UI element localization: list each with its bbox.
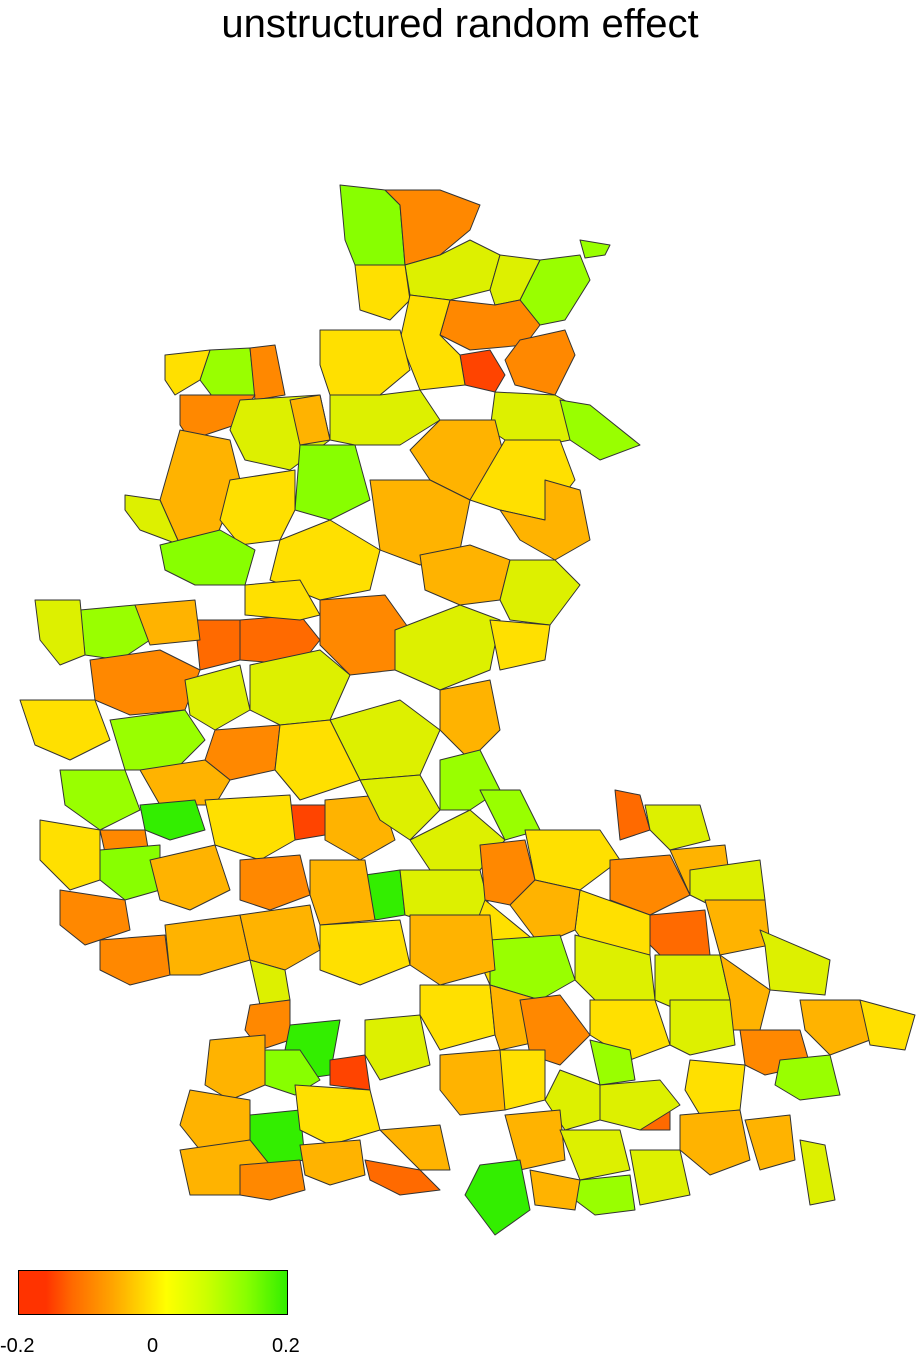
district — [244, 579, 321, 621]
legend-tick-min: -0.2 — [0, 1335, 35, 1357]
color-scale-bar — [18, 1270, 288, 1315]
district — [309, 859, 376, 926]
district — [464, 1159, 531, 1236]
district — [559, 1129, 631, 1181]
district — [99, 844, 161, 901]
district — [364, 1159, 441, 1196]
map-title: unstructured random effect — [221, 2, 699, 46]
district — [504, 1109, 566, 1171]
district — [499, 559, 581, 626]
district — [319, 919, 411, 986]
district — [614, 789, 651, 841]
district — [329, 1054, 371, 1091]
district — [34, 599, 86, 666]
district — [19, 699, 111, 761]
district — [759, 929, 831, 996]
district — [579, 239, 611, 259]
district — [89, 649, 201, 716]
legend-tick-mid: 0 — [147, 1335, 159, 1357]
district — [499, 479, 591, 561]
district — [294, 444, 371, 521]
district — [439, 299, 541, 351]
district — [329, 389, 441, 446]
district — [99, 934, 171, 986]
district — [409, 914, 496, 986]
district — [489, 619, 551, 671]
district — [319, 329, 411, 396]
district — [134, 599, 201, 646]
district — [379, 1124, 451, 1171]
district — [859, 999, 916, 1051]
district — [354, 264, 411, 321]
districts — [19, 184, 916, 1236]
district — [679, 1109, 751, 1176]
district — [394, 604, 501, 691]
district — [164, 349, 211, 396]
district — [559, 399, 641, 461]
district — [644, 804, 711, 851]
district — [609, 854, 691, 916]
district — [629, 1149, 691, 1206]
district — [109, 709, 206, 771]
district — [204, 794, 296, 861]
district — [39, 819, 101, 891]
district — [249, 344, 286, 401]
district — [359, 774, 441, 841]
district — [124, 494, 181, 546]
district — [419, 544, 511, 606]
district — [239, 854, 311, 911]
district — [684, 1059, 746, 1116]
district — [589, 1039, 636, 1086]
district — [59, 889, 131, 946]
district — [139, 799, 206, 841]
district — [239, 1159, 306, 1201]
district — [239, 904, 321, 971]
district — [364, 1014, 431, 1081]
district — [184, 664, 251, 731]
district — [529, 1169, 581, 1211]
district — [139, 759, 231, 806]
legend-tick-max: 0.2 — [272, 1335, 300, 1357]
district — [574, 1174, 636, 1216]
district — [289, 804, 326, 841]
district — [524, 829, 621, 891]
district — [439, 679, 501, 761]
district — [219, 469, 296, 546]
district — [384, 189, 481, 266]
district — [489, 934, 576, 1001]
district — [59, 769, 141, 831]
district — [294, 1084, 381, 1146]
district — [164, 914, 251, 976]
district — [419, 984, 496, 1051]
district — [459, 349, 506, 393]
district — [149, 844, 231, 911]
district — [194, 619, 241, 671]
district — [519, 994, 591, 1066]
district — [744, 1114, 796, 1171]
district — [204, 1034, 266, 1101]
district — [774, 1054, 841, 1101]
district — [799, 1139, 836, 1206]
district — [204, 724, 281, 781]
district — [704, 899, 771, 956]
district — [669, 999, 736, 1056]
district — [274, 719, 361, 801]
district — [439, 1049, 506, 1116]
district — [799, 999, 871, 1056]
district — [179, 394, 256, 441]
district — [299, 1139, 366, 1186]
